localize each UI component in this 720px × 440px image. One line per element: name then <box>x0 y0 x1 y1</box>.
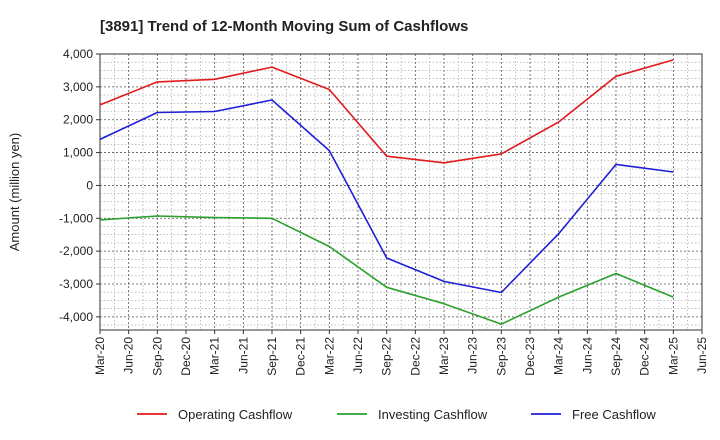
x-tick-label: Mar-23 <box>437 337 451 375</box>
y-tick-label: 1,000 <box>63 146 93 160</box>
series-line-investing-cashflow <box>99 215 674 325</box>
x-tick-label: Mar-25 <box>666 337 680 375</box>
x-tick-label: Sep-23 <box>494 337 508 376</box>
x-tick-label: Jun-22 <box>351 337 365 374</box>
x-tick-label: Mar-22 <box>322 337 336 375</box>
x-tick-label: Dec-23 <box>523 337 537 376</box>
legend-label: Free Cashflow <box>572 407 656 422</box>
legend-label: Operating Cashflow <box>178 407 293 422</box>
y-tick-label: 4,000 <box>63 47 93 61</box>
grid-layer <box>99 53 703 330</box>
y-tick-label: 3,000 <box>63 80 93 94</box>
x-tick-label: Dec-20 <box>179 337 193 376</box>
y-tick-label: -1,000 <box>59 211 93 225</box>
series-line-operating-cashflow <box>99 59 674 164</box>
axes-layer: 4,000 3,000 2,000 1,000 0 -1,000 -2,000 -3,000 -… <box>59 47 709 376</box>
x-tick-label: Sep-21 <box>265 337 279 376</box>
x-tick-label: Jun-20 <box>122 337 136 374</box>
x-tick-label: Sep-20 <box>150 337 164 376</box>
x-tick-label: Sep-22 <box>380 337 394 376</box>
x-tick-label: Dec-24 <box>638 337 652 376</box>
y-tick-label: 0 <box>86 178 93 192</box>
chart-title: [3891] Trend of 12-Month Moving Sum of C… <box>100 18 468 35</box>
plot-frame <box>99 53 703 331</box>
x-tick-label: Jun-21 <box>236 337 250 374</box>
x-tick-label: Mar-24 <box>552 337 566 375</box>
x-tick-label: Mar-20 <box>93 337 107 375</box>
y-tick-label: -4,000 <box>59 310 93 324</box>
y-tick-label: -3,000 <box>59 277 93 291</box>
x-tick-label: Dec-22 <box>408 337 422 376</box>
x-tick-label: Mar-21 <box>208 337 222 375</box>
y-tick-label: -2,000 <box>59 244 93 258</box>
series-layer <box>99 59 674 325</box>
x-tick-label: Sep-24 <box>609 337 623 376</box>
x-tick-label: Jun-25 <box>695 337 709 374</box>
legend-label: Investing Cashflow <box>378 407 488 422</box>
y-tick-label: 2,000 <box>63 113 93 127</box>
legend: Operating Cashflow Investing Cashflow Free… <box>137 407 656 422</box>
x-tick-label: Jun-24 <box>580 337 594 374</box>
x-tick-label: Dec-21 <box>294 337 308 376</box>
y-axis-label: Amount (million yen) <box>7 133 22 252</box>
series-line-free-cashflow <box>99 99 674 294</box>
x-tick-label: Jun-23 <box>466 337 480 374</box>
